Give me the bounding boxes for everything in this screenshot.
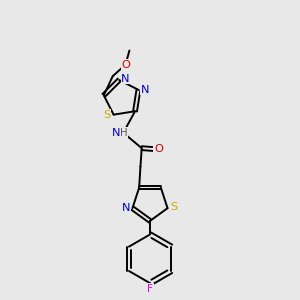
Text: S: S: [103, 110, 110, 120]
Text: O: O: [121, 60, 130, 70]
Text: N: N: [122, 203, 130, 213]
Text: H: H: [119, 128, 127, 138]
Text: N: N: [141, 85, 149, 95]
Text: F: F: [147, 284, 153, 294]
Text: N: N: [121, 74, 130, 84]
Text: S: S: [170, 202, 178, 212]
Text: N: N: [112, 128, 120, 138]
Text: O: O: [154, 144, 163, 154]
